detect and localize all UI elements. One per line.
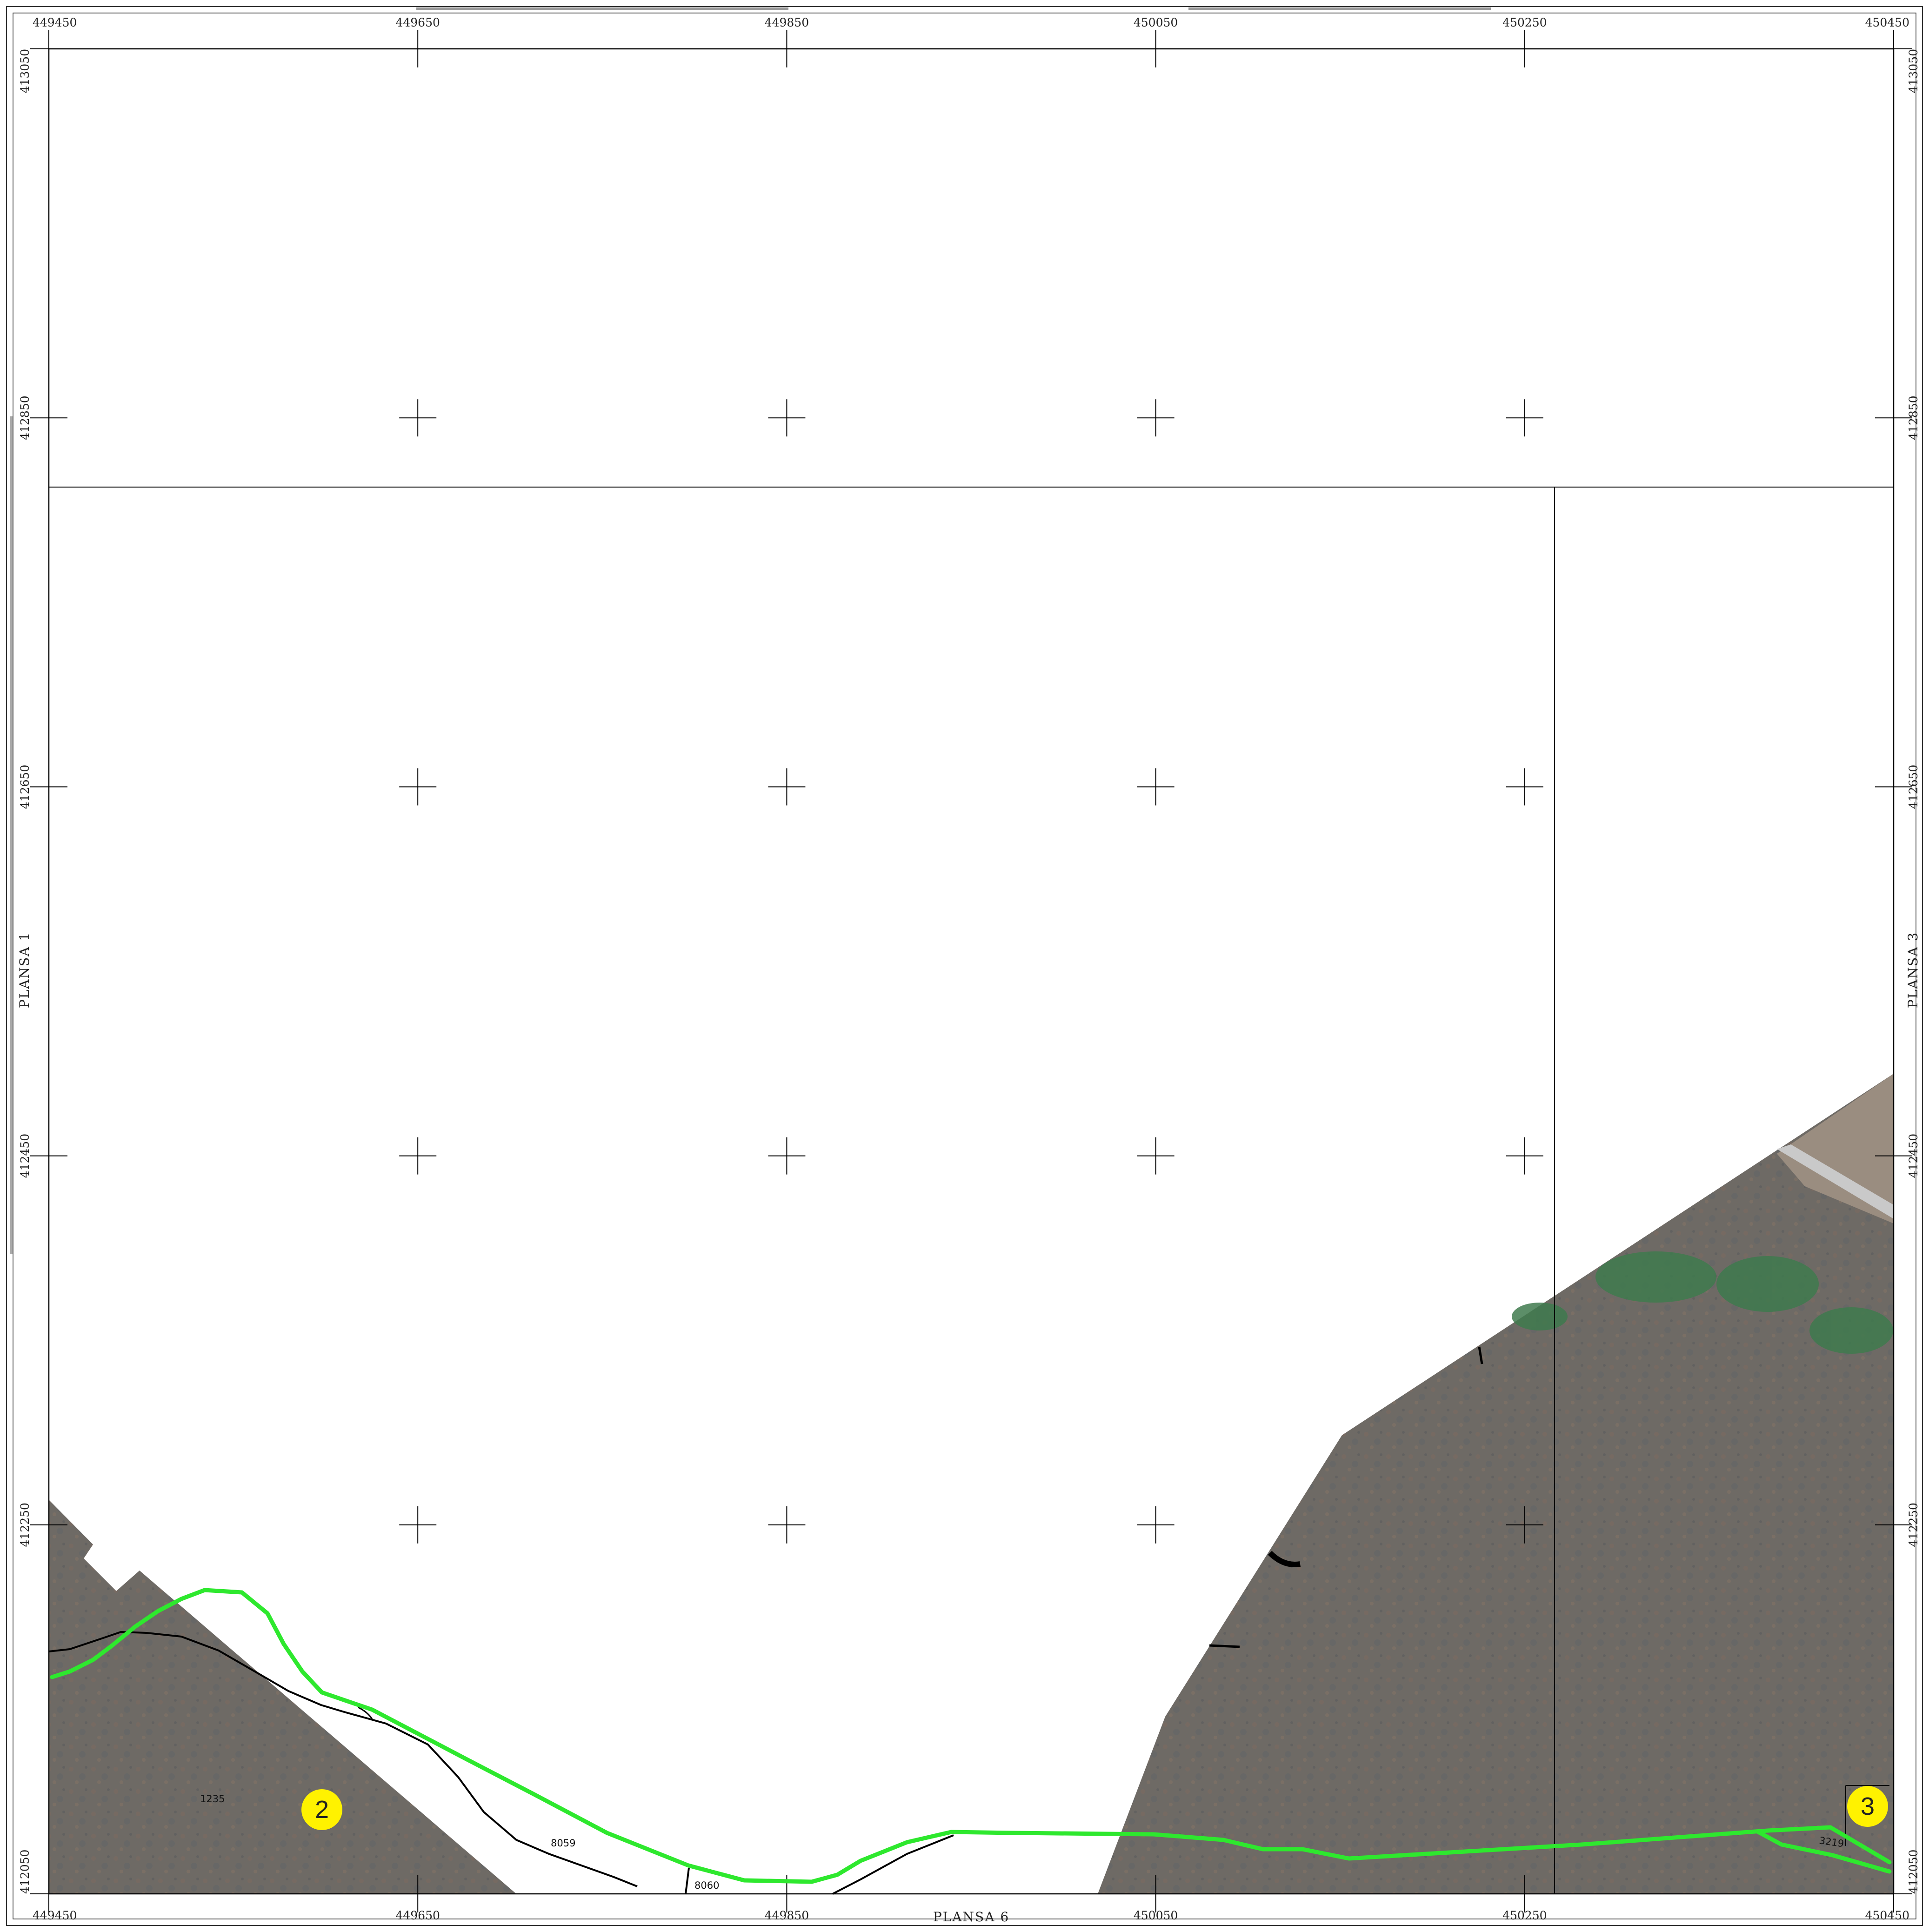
x-coordinate-labels-bottom: 449450 449650 449850 450050 450250 450450 [33,1909,1909,1922]
boundary-tick-2 [1478,1346,1483,1364]
adjacent-sheet-right: PLANSA 3 [1905,932,1921,1008]
x-coordinate-label: 449650 [395,16,440,29]
forest-patches [1512,1251,1893,1354]
x-coordinate-label: 450050 [1134,1909,1178,1922]
point-marker-2-label: 2 [315,1796,329,1824]
x-coordinate-label: 449450 [33,16,77,29]
parcel-boundary-east [832,1834,954,1895]
grid-crosses [30,30,1912,1912]
imagery-settlement [1777,1074,1894,1223]
adjacent-sheet-bottom: PLANSA 6 [933,1909,1009,1925]
frame-tick-left [10,416,13,1254]
boundary-tick-1 [358,1706,373,1719]
route-lines [50,1588,1892,1884]
map-frame [48,48,1895,1895]
x-coordinate-label: 450250 [1502,1909,1547,1922]
y-coordinate-label: 412850 [1907,395,1920,440]
parcel-label-1235: 1235 [200,1793,225,1805]
y-coordinate-label: 412250 [18,1503,32,1547]
y-coordinate-labels-right: 413050 412850 412650 412450 412250 412050 [1907,49,1920,1894]
y-coordinate-label: 413050 [1907,49,1920,93]
outer-frame [6,6,1923,1926]
y-coordinate-label: 412650 [18,765,32,809]
frame-tick-top-1 [416,7,788,10]
x-coordinate-label: 449650 [395,1909,440,1922]
parcel-boundary-divider [685,1867,690,1894]
imagery-east [1098,1074,1894,1894]
point-marker-2-circle [301,1789,342,1830]
x-coordinate-label: 450250 [1502,16,1547,29]
adjacent-sheet-left: PLANSA 1 [17,932,32,1008]
y-coordinate-label: 412050 [18,1850,32,1894]
x-coordinate-label: 450450 [1865,16,1909,29]
x-coordinate-label: 449850 [765,16,809,29]
y-coordinate-label: 412450 [18,1134,32,1178]
x-coordinate-label: 450050 [1134,16,1178,29]
y-coordinate-label: 412650 [1907,765,1920,809]
y-coordinate-label: 412250 [1907,1503,1920,1547]
dark-feature-2 [1209,1644,1240,1648]
inner-frame [13,13,1916,1919]
frame-tick-top-2 [1188,7,1491,10]
y-coordinate-label: 412050 [1907,1850,1920,1894]
route-main [50,1588,1892,1884]
route-branch [1756,1830,1892,1874]
parcel-label-8060: 8060 [694,1880,719,1891]
point-marker-3[interactable]: 3 [1847,1786,1888,1827]
x-coordinate-label: 450450 [1865,1909,1909,1922]
y-coordinate-label: 412450 [1907,1134,1920,1178]
x-coordinate-labels-top: 449450 449650 449850 450050 450250 450450 [33,16,1909,29]
orthophoto [49,1074,1894,1894]
point-marker-2[interactable]: 2 [301,1789,342,1830]
dark-feature-1 [1268,1551,1301,1567]
y-coordinate-labels-left: 413050 412850 412650 412450 412250 412050 [18,49,32,1894]
point-marker-3-circle [1847,1786,1888,1827]
y-coordinate-label: 413050 [18,49,32,93]
road [1777,1144,1894,1219]
y-coordinate-label: 412850 [18,395,32,440]
x-coordinate-label: 449450 [33,1909,77,1922]
point-marker-3-label: 3 [1861,1792,1875,1820]
imagery-west [49,1500,516,1894]
parcel-label-8059: 8059 [551,1838,575,1849]
x-coordinate-label: 449850 [765,1909,809,1922]
